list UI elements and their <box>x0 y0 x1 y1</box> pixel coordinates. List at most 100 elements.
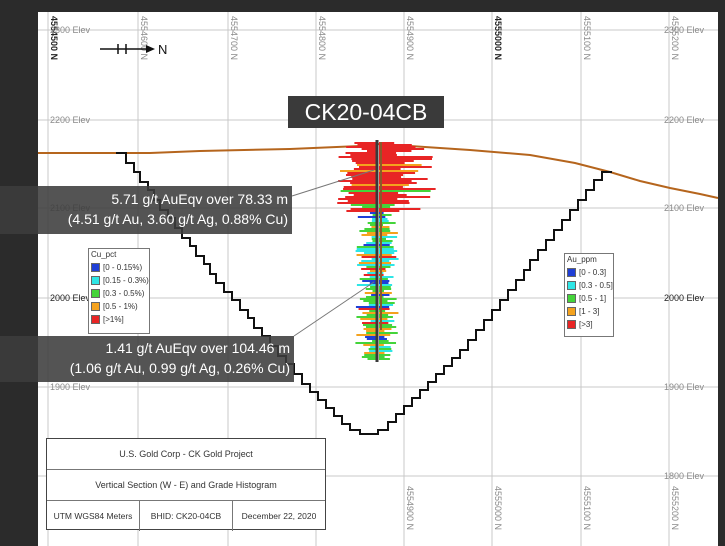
histogram-bar <box>379 160 414 162</box>
histogram-bar <box>379 178 428 180</box>
histogram-bar <box>371 294 377 296</box>
histogram-bar <box>379 308 390 310</box>
histogram-bar <box>362 206 377 208</box>
histogram-bar <box>371 258 377 260</box>
intercept-lower-line1: 1.41 g/t AuEqv over 104.46 m <box>105 340 290 356</box>
au-legend-label: [0.3 - 0.5] <box>579 281 613 290</box>
histogram-bar <box>379 356 385 358</box>
histogram-bar <box>379 280 390 282</box>
histogram-bar <box>379 262 392 264</box>
histogram-bar <box>379 282 389 284</box>
histogram-bar <box>359 278 377 280</box>
histogram-bar <box>379 198 398 200</box>
northing-label-top: 4554900 N <box>405 16 415 60</box>
title-block-section: Vertical Section (W - E) and Grade Histo… <box>47 470 325 501</box>
histogram-bar <box>379 166 432 168</box>
histogram-bar <box>356 284 377 286</box>
histogram-bar <box>379 142 395 144</box>
histogram-bar <box>361 260 377 262</box>
histogram-bar <box>346 174 377 176</box>
histogram-bar <box>379 170 419 172</box>
histogram-bar <box>379 248 394 250</box>
intercept-upper-line2: (4.51 g/t Au, 3.60 g/t Ag, 0.88% Cu) <box>67 211 288 227</box>
histogram-bar <box>379 244 390 246</box>
northing-label-bottom: 4555100 N <box>582 486 592 530</box>
au-legend-item: [0.5 - 1] <box>565 292 613 305</box>
intercept-annotation-upper: 5.71 g/t AuEqv over 78.33 m (4.51 g/t Au… <box>0 186 292 234</box>
histogram-bar <box>350 208 377 210</box>
histogram-bar <box>379 218 388 220</box>
histogram-bar <box>379 184 409 186</box>
histogram-bar <box>366 266 377 268</box>
histogram-bar <box>379 306 390 308</box>
north-arrow-label: N <box>158 42 167 57</box>
swatch <box>91 315 100 324</box>
histogram-bar <box>379 334 391 336</box>
histogram-bar <box>379 350 393 352</box>
swatch <box>567 320 576 329</box>
au-legend-label: [0 - 0.3] <box>579 268 607 277</box>
histogram-bar <box>340 170 377 172</box>
histogram-bar <box>379 252 395 254</box>
histogram-bar <box>372 340 377 342</box>
swatch <box>91 289 100 298</box>
histogram-bar <box>379 278 388 280</box>
histogram-bar <box>346 146 377 148</box>
cu-legend-label: [0.5 - 1%) <box>103 302 138 311</box>
histogram-bar <box>379 156 433 158</box>
title-block-footer: UTM WGS84 Meters BHID: CK20-04CB Decembe… <box>47 501 325 531</box>
histogram-bar <box>379 342 397 344</box>
histogram-bar <box>379 158 433 160</box>
northing-label-top: 4555200 N <box>670 16 680 60</box>
cu-legend-item: [0 - 0.15%) <box>89 261 149 274</box>
northing-label-top: 4554600 N <box>139 16 149 60</box>
histogram-bar <box>363 244 377 246</box>
cu-legend-item: [0.15 - 0.3%) <box>89 274 149 287</box>
histogram-bar <box>364 352 377 354</box>
histogram-bar <box>364 252 377 254</box>
histogram-bar <box>352 178 377 180</box>
histogram-bar <box>356 316 377 318</box>
histogram-bar <box>346 210 377 212</box>
histogram-bar <box>351 158 377 160</box>
histogram-bar <box>361 268 377 270</box>
cu-legend-title: Cu_pct <box>91 250 117 259</box>
title-block-project: U.S. Gold Corp - CK Gold Project <box>47 439 325 470</box>
histogram-bar <box>347 200 377 202</box>
au-legend-item: [0 - 0.3] <box>565 266 613 279</box>
histogram-bar <box>343 186 377 188</box>
histogram-bar <box>360 318 377 320</box>
histogram-bar <box>379 196 431 198</box>
northing-label-top: 4554500 N <box>49 16 59 60</box>
histogram-bar <box>379 180 412 182</box>
elev-label-right: 1800 Elev <box>664 471 705 481</box>
histogram-bar <box>379 326 397 328</box>
histogram-bar <box>361 234 377 236</box>
histogram-bar <box>359 230 377 232</box>
histogram-bar <box>350 204 377 206</box>
elev-label-right: 2000 Elev <box>664 293 705 303</box>
histogram-bar <box>369 212 377 214</box>
histogram-bar <box>354 142 377 144</box>
histogram-bar <box>357 144 377 146</box>
histogram-bar <box>350 154 377 156</box>
histogram-bar <box>379 336 385 338</box>
histogram-bar <box>379 316 393 318</box>
histogram-bar <box>379 266 391 268</box>
histogram-bar <box>361 256 377 258</box>
topography-line <box>38 142 719 199</box>
cu-legend-item: [0.3 - 0.5%) <box>89 287 149 300</box>
histogram-bar <box>365 326 377 328</box>
histogram-bar <box>356 248 377 250</box>
histogram-bar <box>379 318 388 320</box>
histogram-bar <box>379 346 391 348</box>
histogram-bar <box>371 220 377 222</box>
histogram-bar <box>362 312 377 314</box>
histogram-bar <box>379 348 392 350</box>
au-legend-label: [0.5 - 1] <box>579 294 607 303</box>
northing-label-top: 4555000 N <box>493 16 503 60</box>
histogram-bar <box>369 276 377 278</box>
histogram-bar <box>379 258 399 260</box>
histogram-bar <box>379 284 393 286</box>
histogram-bar <box>371 236 377 238</box>
